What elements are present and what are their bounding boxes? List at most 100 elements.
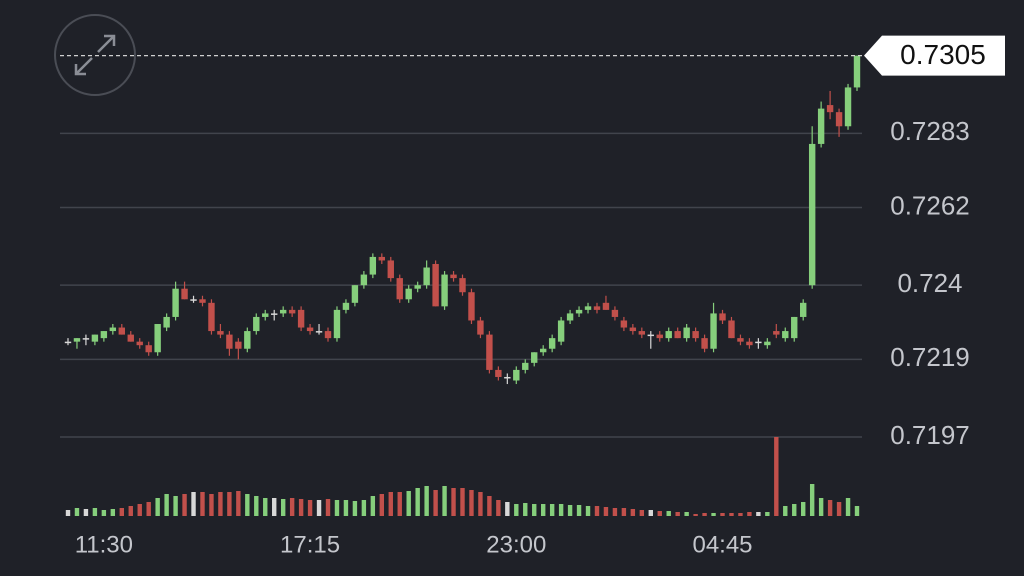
x-tick-label: 04:45 [692, 531, 752, 558]
volume-bar [415, 488, 420, 516]
volume-bar [621, 508, 627, 516]
candle-body [441, 274, 448, 307]
candle-body [163, 316, 170, 328]
candle-body [602, 302, 610, 310]
volume-bar [254, 496, 259, 516]
volume-bar [388, 492, 393, 516]
volume-bar [532, 504, 537, 516]
candle-body [297, 309, 305, 328]
candle-body [746, 341, 753, 346]
volume-bar [280, 499, 286, 516]
volume-bar [675, 512, 680, 516]
candle-body [638, 331, 646, 335]
candle-body [217, 331, 224, 335]
volume-bar [325, 499, 331, 516]
volume-bar [827, 500, 833, 516]
candle-body [719, 313, 726, 321]
volume-bar [101, 510, 107, 516]
volume-bar [729, 513, 734, 516]
volume-bar [523, 503, 528, 516]
candle-body [647, 334, 654, 337]
volume-bar [182, 494, 187, 516]
candle-body [73, 338, 81, 342]
price-tag-box [864, 35, 1005, 76]
candle-body [522, 362, 529, 370]
candle-body [629, 327, 637, 332]
candle-body [423, 267, 430, 286]
candle-body [710, 313, 717, 349]
volume-bar [460, 488, 465, 516]
y-tick-label: 0.7219 [890, 342, 970, 372]
candle-body [539, 348, 547, 353]
candle-body [692, 331, 699, 339]
volume-bar [433, 490, 438, 516]
volume-bar [65, 510, 71, 516]
candle-body [593, 306, 601, 310]
volume-bar [424, 486, 429, 516]
candle-body [172, 288, 179, 317]
candle-body [414, 285, 421, 289]
volume-bar [83, 509, 89, 516]
volume-bar [756, 512, 761, 516]
candle-body [64, 341, 72, 344]
volume-bar [227, 492, 232, 516]
volume-bar [702, 513, 707, 516]
volume-bar [836, 502, 842, 516]
volume-bar [307, 500, 313, 516]
volume-bar [657, 511, 662, 516]
volume-bar [684, 512, 689, 516]
expand-button[interactable] [54, 14, 136, 96]
candle-body [253, 316, 260, 332]
candle-body [226, 334, 233, 349]
volume-bar [164, 494, 169, 516]
candle-body [665, 331, 672, 339]
volume-bar [612, 508, 618, 516]
candle-body [405, 288, 412, 300]
candle-body [127, 334, 134, 342]
candle-body [468, 292, 475, 321]
expand-icon[interactable] [74, 34, 116, 76]
volume-bar [505, 502, 510, 516]
candle-body [817, 108, 825, 144]
volume-bar [272, 498, 277, 516]
volume-bar [155, 498, 160, 516]
candle-body [611, 309, 619, 317]
candle-body [154, 324, 161, 353]
candle-body [208, 302, 215, 332]
volume-bar [451, 488, 456, 516]
candle-body [109, 327, 117, 332]
volume-bar [648, 510, 653, 516]
candle-body [782, 331, 789, 339]
candle-body [199, 299, 206, 303]
candle-body [674, 331, 681, 339]
candle-body [826, 105, 834, 113]
volume-bar [801, 502, 806, 516]
candle-body [513, 369, 520, 381]
candle-body [791, 316, 798, 339]
volume-bar [352, 501, 358, 516]
candle-body [495, 369, 502, 377]
candle-body [82, 338, 90, 340]
candle-body [764, 341, 771, 346]
volume-bar [630, 509, 636, 516]
candle-body [808, 143, 816, 286]
candle-body [378, 256, 386, 261]
candle-body [118, 327, 125, 335]
volume-bar [191, 492, 196, 516]
volume-bar [236, 491, 241, 516]
volume-bar [514, 504, 519, 516]
volume-bar [693, 514, 698, 516]
y-tick-label: 0.7262 [890, 190, 970, 220]
volume-bar [558, 504, 564, 516]
x-tick-label: 17:15 [280, 531, 340, 558]
candle-body [136, 341, 143, 346]
candle-body [235, 341, 242, 349]
volume-bar [334, 500, 340, 516]
candle-body [333, 309, 341, 339]
expand-circle[interactable] [54, 14, 136, 96]
volume-bar [666, 511, 671, 516]
candle-body [620, 320, 628, 328]
volume-bar [343, 500, 349, 516]
candle-body [566, 313, 574, 321]
